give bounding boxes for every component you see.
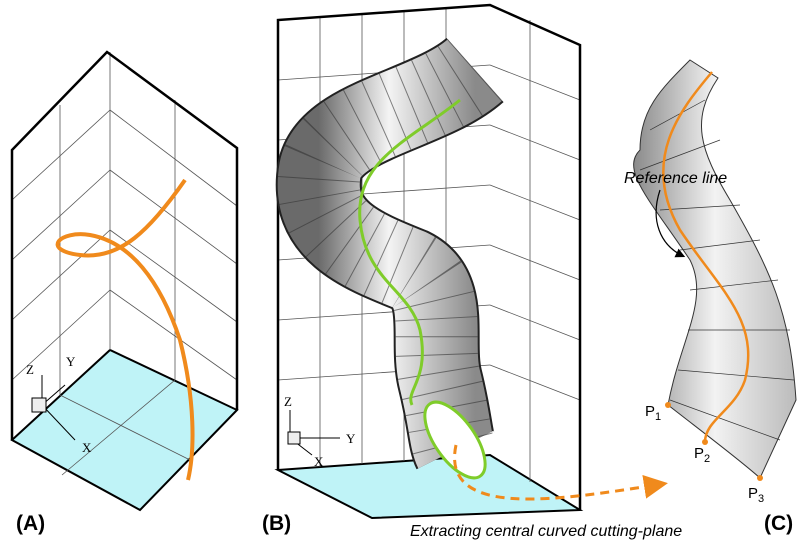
panel-label: (A) bbox=[16, 512, 45, 535]
point-subscript: 2 bbox=[704, 453, 710, 465]
point-label: P1 bbox=[645, 403, 661, 423]
annotation: Reference line bbox=[624, 170, 727, 187]
caption: Extracting central curved cutting-plane bbox=[410, 523, 682, 540]
panel-label: (B) bbox=[262, 512, 291, 535]
panel-label: (C) bbox=[764, 512, 793, 535]
axis-label: X bbox=[82, 440, 92, 455]
panel-a: Z Y X (A) bbox=[12, 52, 237, 535]
point-letter: P bbox=[748, 485, 758, 502]
point-letter: P bbox=[694, 445, 704, 462]
point-subscript: 3 bbox=[758, 493, 764, 505]
point-label: P3 bbox=[748, 485, 764, 505]
axis-label: Y bbox=[66, 354, 76, 369]
point-letter: P bbox=[645, 403, 655, 420]
axis-label: Z bbox=[26, 362, 34, 377]
axis-label: Z bbox=[284, 394, 292, 409]
panel-b: Z Y X (B) bbox=[262, 5, 580, 535]
axis-label: X bbox=[314, 454, 324, 469]
panel-c: Reference line P1 P2 P3 (C) bbox=[624, 60, 796, 535]
figure: Z Y X (A) Z Y X (B) Extracting central c… bbox=[0, 0, 798, 544]
point-label: P2 bbox=[694, 445, 710, 465]
point-subscript: 1 bbox=[655, 411, 661, 423]
axis-label: Y bbox=[346, 431, 356, 446]
